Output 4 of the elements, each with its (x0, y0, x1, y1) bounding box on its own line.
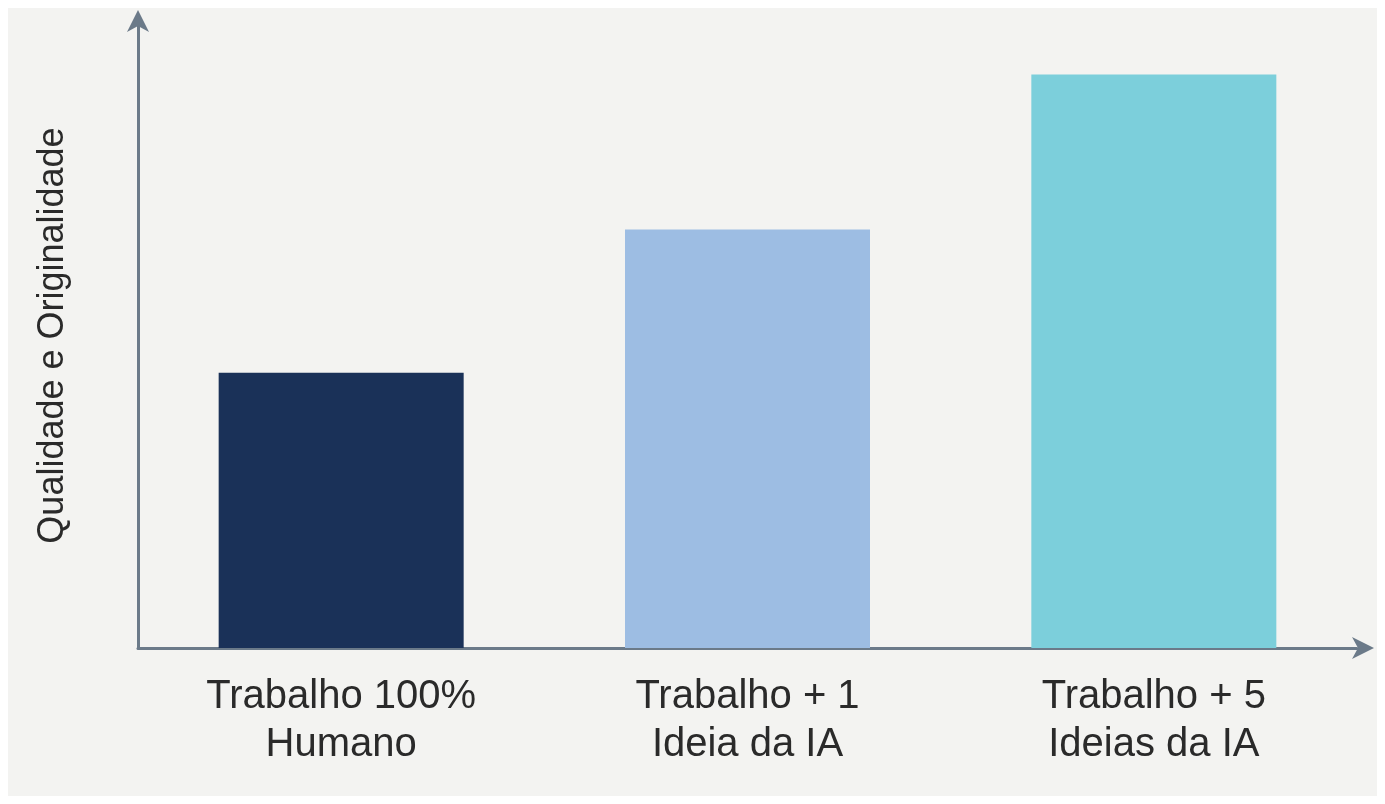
y-axis-title: Qualidade e Originalidade (29, 127, 71, 544)
x-tick-label: Trabalho 100% Humano (206, 672, 477, 764)
x-tick-label: Trabalho + 1 Ideia da IA (635, 672, 860, 764)
x-tick-label: Trabalho + 5 Ideias da IA (1041, 672, 1266, 764)
